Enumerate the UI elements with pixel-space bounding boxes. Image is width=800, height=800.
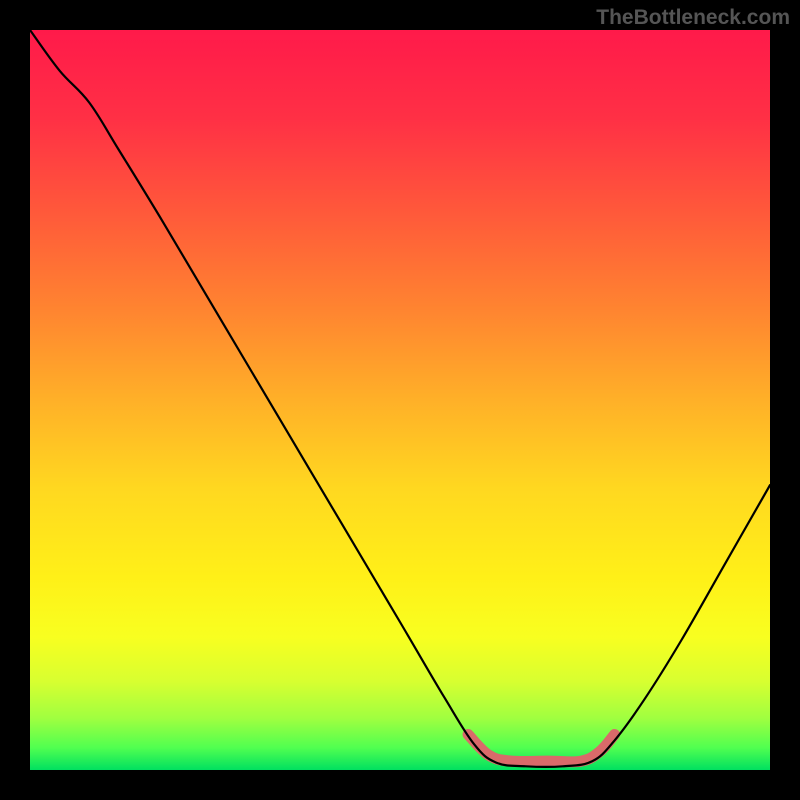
chart-svg xyxy=(30,30,770,770)
chart-background xyxy=(30,30,770,770)
bottleneck-chart xyxy=(30,30,770,770)
watermark-text: TheBottleneck.com xyxy=(596,6,790,30)
